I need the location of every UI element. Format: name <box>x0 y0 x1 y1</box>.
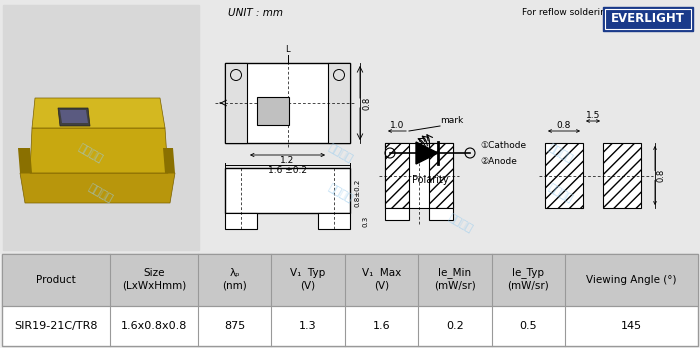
Text: 1.5: 1.5 <box>586 111 600 120</box>
Text: 0.8: 0.8 <box>362 96 371 110</box>
Bar <box>318 213 350 229</box>
Polygon shape <box>58 108 90 126</box>
Polygon shape <box>416 142 438 164</box>
Bar <box>603 7 693 31</box>
Bar <box>385 208 409 220</box>
Text: 1.3: 1.3 <box>299 321 317 331</box>
Text: 1.2: 1.2 <box>281 156 295 165</box>
Text: 0.8±0.2: 0.8±0.2 <box>355 179 361 207</box>
Bar <box>545 143 583 208</box>
Text: 超毅电子: 超毅电子 <box>326 182 354 204</box>
Text: (mW/sr): (mW/sr) <box>434 281 476 291</box>
Text: Product: Product <box>36 275 76 285</box>
Bar <box>225 63 350 143</box>
Text: Viewing Angle (°): Viewing Angle (°) <box>587 275 677 285</box>
Text: 超毅电子: 超毅电子 <box>546 182 574 204</box>
Bar <box>2 254 698 306</box>
Text: 1.6x0.8x0.8: 1.6x0.8x0.8 <box>121 321 188 331</box>
Text: 0.8: 0.8 <box>657 169 666 182</box>
Text: 1.6: 1.6 <box>372 321 391 331</box>
Text: 超毅电子: 超毅电子 <box>86 182 114 204</box>
Text: 0.5: 0.5 <box>519 321 537 331</box>
Text: (V): (V) <box>300 281 316 291</box>
Text: 875: 875 <box>224 321 245 331</box>
Bar <box>603 143 641 208</box>
Text: (V): (V) <box>374 281 389 291</box>
Bar <box>328 63 350 143</box>
Polygon shape <box>32 98 165 128</box>
Text: 超毅电子: 超毅电子 <box>326 142 354 164</box>
Bar <box>385 143 453 208</box>
Polygon shape <box>20 173 175 203</box>
Text: Ie_Min: Ie_Min <box>438 268 472 278</box>
Polygon shape <box>163 148 175 173</box>
Text: V₁  Typ: V₁ Typ <box>290 268 326 278</box>
Text: For reflow soldering (Propose): For reflow soldering (Propose) <box>522 8 657 17</box>
Text: V₁  Max: V₁ Max <box>362 268 401 278</box>
Text: λₚ: λₚ <box>230 268 240 278</box>
Text: Polarity: Polarity <box>412 175 448 185</box>
Text: Size: Size <box>144 268 165 278</box>
Text: ①Cathode: ①Cathode <box>480 141 526 150</box>
Text: UNIT : mm: UNIT : mm <box>228 8 283 18</box>
Bar <box>429 208 453 220</box>
Text: 0.2: 0.2 <box>446 321 464 331</box>
Bar <box>2 254 698 346</box>
Bar <box>0 0 700 253</box>
Text: 0.3: 0.3 <box>363 215 369 227</box>
Text: 1.6 ±0.2: 1.6 ±0.2 <box>268 166 307 175</box>
Text: ②Anode: ②Anode <box>480 157 517 166</box>
Text: mark: mark <box>440 116 463 125</box>
Text: 超毅电子: 超毅电子 <box>446 212 474 234</box>
Text: 0.8: 0.8 <box>556 121 571 130</box>
Polygon shape <box>60 110 88 123</box>
Polygon shape <box>30 128 168 173</box>
Text: L: L <box>285 45 290 54</box>
Bar <box>225 213 257 229</box>
Bar <box>3 5 199 250</box>
Text: 超毅电子: 超毅电子 <box>546 142 574 164</box>
Text: (mW/sr): (mW/sr) <box>508 281 550 291</box>
Text: Ie_Typ: Ie_Typ <box>512 268 545 278</box>
Bar <box>225 168 350 213</box>
Text: (nm): (nm) <box>222 281 247 291</box>
Text: (LxWxHmm): (LxWxHmm) <box>122 281 186 291</box>
Text: SIR19-21C/TR8: SIR19-21C/TR8 <box>15 321 98 331</box>
Text: 超毅电子: 超毅电子 <box>76 142 104 164</box>
Bar <box>605 9 691 29</box>
Bar <box>429 143 453 208</box>
Bar <box>225 63 247 143</box>
Polygon shape <box>18 148 32 173</box>
Text: 145: 145 <box>621 321 642 331</box>
Bar <box>385 143 409 208</box>
Text: EVERLIGHT: EVERLIGHT <box>611 13 685 25</box>
Text: 1.0: 1.0 <box>390 121 404 130</box>
Bar <box>257 97 289 125</box>
